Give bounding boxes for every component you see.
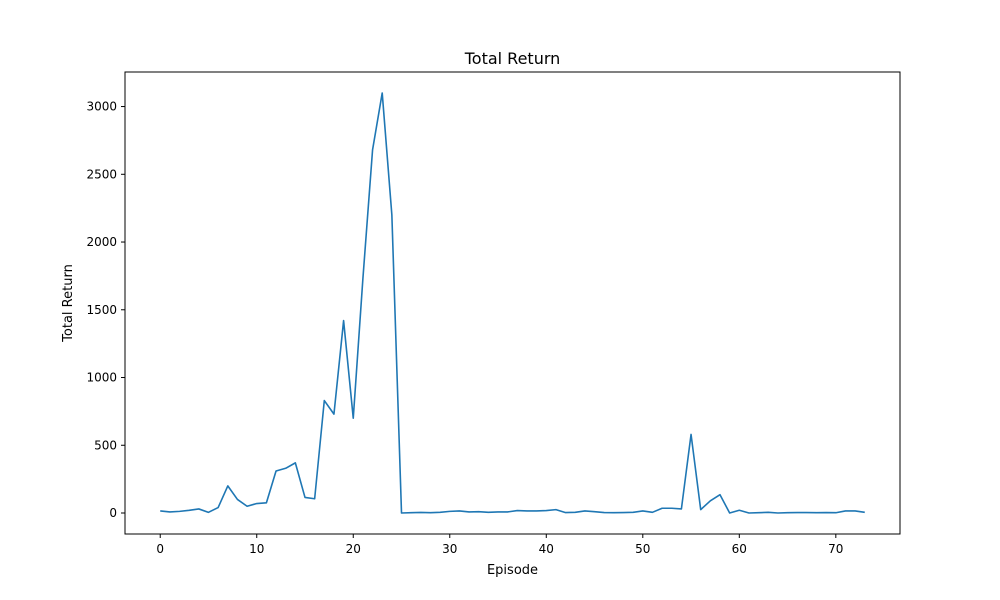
- chart-title: Total Return: [464, 49, 561, 68]
- x-tick-label: 50: [635, 542, 650, 556]
- x-tick-label: 20: [346, 542, 361, 556]
- y-tick-label: 3000: [86, 100, 117, 114]
- y-tick-label: 1000: [86, 371, 117, 385]
- x-tick-label: 70: [828, 542, 843, 556]
- x-tick-label: 60: [732, 542, 747, 556]
- x-tick-label: 40: [539, 542, 554, 556]
- x-axis: 0 10 20 30 40 50 60 70: [156, 534, 843, 556]
- x-tick-label: 10: [249, 542, 264, 556]
- y-tick-label: 1500: [86, 303, 117, 317]
- series-line-0: [160, 92, 865, 514]
- plot-area: [160, 92, 865, 514]
- y-tick-label: 500: [94, 438, 117, 452]
- y-axis: 0 500 1000 1500 2000 2500 3000: [86, 100, 125, 520]
- axes-frame: [124, 71, 901, 535]
- x-tick-label: 0: [156, 542, 164, 556]
- y-tick-label: 2000: [86, 235, 117, 249]
- y-tick-label: 0: [109, 506, 117, 520]
- y-axis-label: Total Return: [61, 264, 76, 343]
- y-tick-label: 2500: [86, 167, 117, 181]
- x-tick-label: 30: [442, 542, 457, 556]
- x-axis-label: Episode: [487, 563, 538, 578]
